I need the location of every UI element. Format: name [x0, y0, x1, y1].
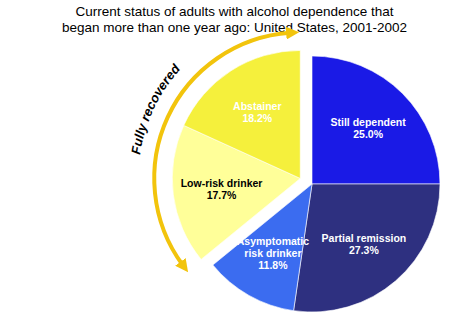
slice-label: Abstainer — [233, 100, 281, 112]
slice-value: 11.8% — [258, 259, 288, 271]
slice-label-line: Partial remission — [322, 232, 407, 244]
slice-label: Still dependent — [330, 116, 406, 128]
chart-svg: Current status of adults with alcohol de… — [0, 0, 469, 323]
slice-label-line: risk drinker — [244, 247, 301, 259]
pie-slice — [294, 184, 440, 312]
slice-label-line: Still dependent — [330, 116, 406, 128]
slice-label: Asymptomaticrisk drinker — [237, 235, 310, 259]
slice-value: 25.0% — [353, 128, 383, 140]
title-line: Current status of adults with alcohol de… — [75, 4, 393, 19]
title-line: began more than one year ago: United Sta… — [62, 20, 407, 35]
slice-value: 27.3% — [349, 244, 379, 256]
slice-label: Low-risk drinker — [181, 177, 263, 189]
slice-value: 17.7% — [207, 189, 237, 201]
slice-label-line: Low-risk drinker — [181, 177, 263, 189]
pie: Still dependent25.0% Partial remission27.… — [172, 50, 440, 312]
slice-value: 18.2% — [242, 112, 272, 124]
chart-container: Current status of adults with alcohol de… — [0, 0, 469, 323]
annotation: Fully recovered — [128, 60, 184, 155]
pie-slice — [312, 56, 440, 184]
slice-label-line: Abstainer — [233, 100, 281, 112]
chart-title: Current status of adults with alcohol de… — [62, 4, 407, 35]
annotation-text: Fully recovered — [128, 60, 184, 155]
slice-label: Partial remission — [322, 232, 407, 244]
slice-label-line: Asymptomatic — [237, 235, 310, 247]
